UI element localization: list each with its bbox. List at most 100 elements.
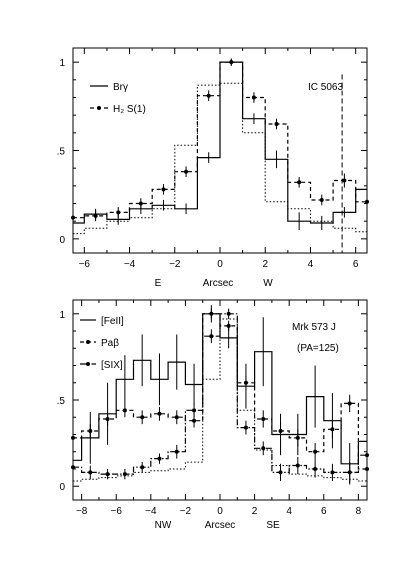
x-tick-label: 2 xyxy=(262,259,268,270)
data-point xyxy=(274,121,279,126)
data-point xyxy=(157,411,162,416)
legend-marker-pabeta xyxy=(86,340,90,344)
data-point xyxy=(71,215,75,220)
data-point xyxy=(192,408,197,413)
legend-marker-six xyxy=(86,362,90,366)
data-point xyxy=(365,199,369,204)
data-point xyxy=(71,465,75,470)
x-tick-label: 8 xyxy=(356,506,362,517)
x-tick-label: −8 xyxy=(76,506,88,517)
data-point xyxy=(347,401,352,406)
x-direction-right: W xyxy=(263,278,273,289)
data-point xyxy=(116,210,121,215)
annotation-ic5063: IC 5063 xyxy=(308,82,343,93)
x-direction-left: NW xyxy=(155,520,172,531)
legend: [FeII] Paβ [SIX] xyxy=(80,316,124,371)
data-point xyxy=(192,418,197,423)
x-tick-label: 0 xyxy=(217,259,223,270)
legend-label-feii: [FeII] xyxy=(101,316,124,327)
legend-label-brgamma: Brγ xyxy=(113,82,128,93)
x-tick-label: −2 xyxy=(169,259,181,270)
data-point xyxy=(261,416,266,421)
y-tick-label: 1 xyxy=(59,310,65,321)
data-point xyxy=(105,472,110,477)
data-point xyxy=(93,213,98,218)
data-point xyxy=(295,435,300,440)
x-tick-label: 6 xyxy=(353,259,359,270)
data-point xyxy=(278,429,283,434)
data-point xyxy=(174,415,179,420)
data-point xyxy=(347,470,352,475)
data-point xyxy=(226,323,231,328)
data-point xyxy=(295,463,300,468)
x-direction-left: E xyxy=(155,278,162,289)
data-point xyxy=(313,449,318,454)
x-tick-label: 4 xyxy=(308,259,314,270)
x-axis-label: Arcsec xyxy=(205,520,236,531)
x-axis-label: Arcsec xyxy=(203,278,234,289)
legend: Brγ H₂ S(1) xyxy=(90,82,146,115)
data-point xyxy=(365,466,369,471)
data-point xyxy=(140,415,145,420)
series-line-2 xyxy=(73,82,367,235)
x-tick-label: −6 xyxy=(111,506,123,517)
legend-label-pabeta: Paβ xyxy=(101,338,119,349)
annotation-pa: (PA=125) xyxy=(297,343,339,354)
y-tick-label: .5 xyxy=(57,396,66,407)
tick-marks xyxy=(73,48,367,253)
data-point xyxy=(122,472,127,477)
data-point xyxy=(157,456,162,461)
x-tick-label: 6 xyxy=(321,506,327,517)
data-point xyxy=(313,466,318,471)
data-point xyxy=(209,334,214,339)
data-point xyxy=(209,311,214,316)
y-tick-label: 0 xyxy=(59,482,65,493)
data-point xyxy=(330,470,335,475)
data-point xyxy=(174,449,179,454)
data-point xyxy=(229,60,234,65)
data-point xyxy=(71,435,75,440)
x-tick-label: −4 xyxy=(124,259,136,270)
data-point xyxy=(206,93,211,98)
panel-ic5063: −6 −4 −2 0 2 4 6 0 .5 1 Brγ H₂ S(1) IC 5063 E Arc… xyxy=(57,47,369,289)
data-point xyxy=(297,180,302,185)
legend-label-h2: H₂ S(1) xyxy=(113,104,146,115)
x-tick-label: 4 xyxy=(286,506,292,517)
data-point xyxy=(261,446,266,451)
tick-marks xyxy=(73,300,367,500)
data-point xyxy=(243,380,248,385)
data-point xyxy=(278,470,283,475)
x-tick-label: −2 xyxy=(180,506,192,517)
x-tick-label: 2 xyxy=(252,506,258,517)
data-point xyxy=(319,197,324,202)
legend-label-six: [SIX] xyxy=(101,360,123,371)
data-point xyxy=(138,201,143,206)
x-tick-label: −6 xyxy=(79,259,91,270)
data-point xyxy=(140,465,145,470)
tick-labels: −6 −4 −2 0 2 4 6 0 .5 1 xyxy=(57,58,359,270)
y-tick-label: .5 xyxy=(57,147,66,158)
annotation-mrk573: Mrk 573 J xyxy=(292,322,336,333)
data-point xyxy=(88,470,93,475)
x-direction-right: SE xyxy=(266,520,280,531)
legend-marker-h2 xyxy=(97,106,101,110)
data-point xyxy=(365,453,369,458)
x-tick-label: 0 xyxy=(217,506,223,517)
data-point xyxy=(251,95,256,100)
y-tick-label: 0 xyxy=(59,235,65,246)
tick-labels: −8 −6 −4 −2 0 2 4 6 8 0 .5 1 xyxy=(57,310,362,517)
data-point xyxy=(330,427,335,432)
data-point xyxy=(226,311,231,316)
data-point xyxy=(122,408,127,413)
data-point xyxy=(342,178,347,183)
data-point xyxy=(88,429,93,434)
series-layer xyxy=(71,305,369,485)
series-layer xyxy=(71,58,369,253)
data-point xyxy=(161,187,166,192)
x-tick-label: −4 xyxy=(145,506,157,517)
data-point xyxy=(184,169,189,174)
data-point xyxy=(105,416,110,421)
data-point xyxy=(243,425,248,430)
panel-mrk573: −8 −6 −4 −2 0 2 4 6 8 0 .5 1 [FeII] Paβ [SIX] Mrk 5… xyxy=(57,299,369,531)
